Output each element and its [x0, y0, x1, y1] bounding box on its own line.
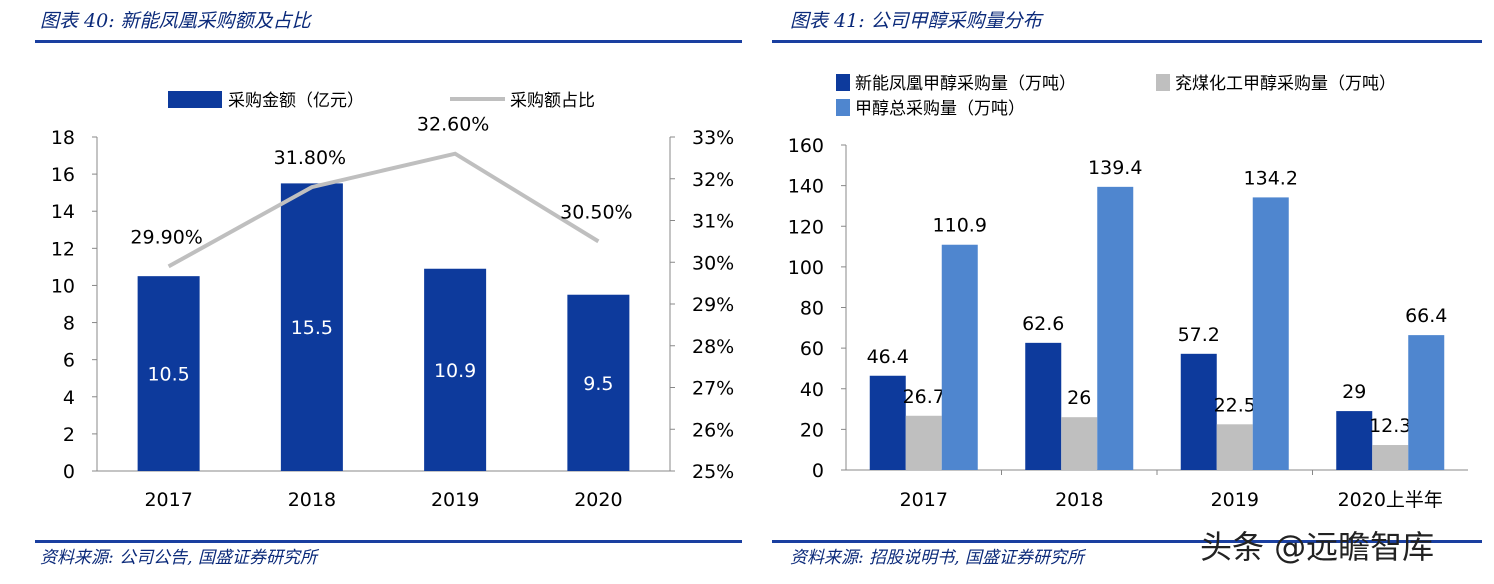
- y-tick-label: 160: [788, 135, 824, 157]
- legend-swatch-total: [836, 99, 850, 116]
- y-tick-label: 16: [51, 164, 75, 186]
- y-tick-label: 14: [51, 201, 75, 223]
- bar: [1372, 445, 1409, 470]
- bar: [567, 294, 630, 471]
- y-tick-label: 8: [63, 313, 75, 335]
- x-tick-label: 2017: [144, 489, 192, 511]
- y-tick-label: 2: [63, 424, 75, 446]
- y2-tick-label: 26%: [692, 419, 734, 441]
- bar-data-label: 110.9: [933, 215, 987, 237]
- bar: [1408, 335, 1445, 470]
- y-tick-label: 100: [788, 257, 824, 279]
- bar: [1061, 417, 1098, 470]
- line-data-label: 30.50%: [560, 201, 632, 223]
- bar: [869, 375, 906, 470]
- y2-tick-label: 29%: [692, 294, 734, 316]
- y-tick-label: 6: [63, 350, 75, 372]
- bar: [1097, 186, 1134, 470]
- y2-tick-label: 28%: [692, 336, 734, 358]
- bar-data-label: 26: [1067, 387, 1091, 409]
- y-tick-label: 10: [51, 275, 75, 297]
- y-tick-label: 0: [63, 461, 75, 483]
- y2-tick-label: 33%: [692, 127, 734, 149]
- legend-swatch-yanmei: [1156, 74, 1170, 91]
- y-tick-label: 40: [800, 379, 824, 401]
- share-line: [167, 151, 600, 269]
- bar: [1025, 342, 1062, 470]
- bar-data-label: 134.2: [1244, 167, 1298, 189]
- title-rule: [772, 40, 1482, 43]
- x-tick-label: 2020上半年: [1338, 489, 1443, 511]
- bar: [137, 276, 200, 471]
- y2-tick-label: 30%: [692, 252, 734, 274]
- chart-panel-methanol-procurement: 图表 41: 公司甲醇采购量分布 新能凤凰甲醇采购量（万吨） 兖煤化工甲醇采购量（…: [760, 0, 1494, 584]
- x-tick-label: 2018: [288, 489, 336, 511]
- bar-data-label: 15.5: [291, 317, 333, 339]
- bar: [905, 415, 942, 470]
- y-tick-label: 80: [800, 298, 824, 320]
- legend-label-yanmei: 兖煤化工甲醇采购量（万吨）: [1175, 74, 1396, 94]
- y-tick-label: 12: [51, 238, 75, 260]
- legend-swatch-xinneng: [836, 74, 850, 91]
- chart-source: 资料来源: 公司公告, 国盛证券研究所: [40, 548, 317, 568]
- bar: [1216, 424, 1253, 470]
- bar-data-label: 29: [1342, 381, 1366, 403]
- chart-title: 图表 40: 新能凤凰采购额及占比: [40, 10, 311, 32]
- x-tick-label: 2017: [900, 489, 948, 511]
- x-tick-label: 2020: [574, 489, 622, 511]
- bar-data-label: 10.5: [147, 364, 189, 386]
- y2-tick-label: 31%: [692, 211, 734, 233]
- source-rule: [772, 540, 1482, 543]
- y-tick-label: 18: [51, 127, 75, 149]
- bar: [280, 183, 343, 471]
- bar-data-label: 22.5: [1214, 394, 1256, 416]
- y2-tick-label: 32%: [692, 169, 734, 191]
- source-rule: [35, 540, 742, 543]
- legend-label-amount: 采购金额（亿元）: [228, 91, 364, 111]
- bar: [424, 268, 487, 471]
- bar-data-label: 12.3: [1369, 415, 1411, 437]
- x-tick-label: 2019: [431, 489, 479, 511]
- chart-source: 资料来源: 招股说明书, 国盛证券研究所: [790, 548, 1084, 568]
- bar: [1252, 197, 1289, 470]
- chart-panel-procurement-amount: 图表 40: 新能凤凰采购额及占比 采购金额（亿元） 采购额占比 0 2 4 6 8 10 12…: [35, 10, 742, 568]
- bar-data-label: 10.9: [434, 360, 476, 382]
- y-tick-label: 20: [800, 419, 824, 441]
- bar: [1336, 411, 1373, 470]
- x-tick-label: 2018: [1055, 489, 1103, 511]
- title-rule: [35, 40, 742, 43]
- line-data-label: 32.60%: [417, 114, 489, 136]
- legend-swatch-amount: [168, 91, 222, 108]
- x-tick-label: 2019: [1211, 489, 1259, 511]
- legend-label-total: 甲醇总采购量（万吨）: [855, 99, 1025, 119]
- bar-data-label: 66.4: [1405, 305, 1447, 327]
- bar: [1180, 353, 1217, 470]
- y-tick-label: 0: [812, 460, 824, 482]
- line-data-label: 31.80%: [274, 147, 346, 169]
- bar: [941, 244, 978, 470]
- legend-label-share: 采购额占比: [510, 91, 595, 111]
- bar-data-label: 26.7: [903, 386, 945, 408]
- bar-data-label: 46.4: [867, 346, 909, 368]
- bar-data-label: 62.6: [1022, 313, 1064, 335]
- y2-tick-label: 27%: [692, 378, 734, 400]
- legend-label-xinneng: 新能凤凰甲醇采购量（万吨）: [855, 74, 1076, 94]
- y2-tick-label: 25%: [692, 461, 734, 483]
- methanol-procurement-chart: 新能凤凰甲醇采购量（万吨） 兖煤化工甲醇采购量（万吨） 甲醇总采购量（万吨） 0 20 4…: [788, 74, 1468, 511]
- y-tick-label: 120: [788, 216, 824, 238]
- y-tick-label: 60: [800, 338, 824, 360]
- y-tick-label: 140: [788, 176, 824, 198]
- procurement-amount-chart: 采购金额（亿元） 采购额占比 0 2 4 6 8 10 12 14 16 18 25% 26% 27% 28%…: [51, 91, 734, 511]
- chart-title: 图表 41: 公司甲醇采购量分布: [790, 10, 1042, 32]
- watermark-text: 头条 @远瞻智库: [1200, 528, 1435, 566]
- bar-data-label: 57.2: [1178, 324, 1220, 346]
- bar-data-label: 9.5: [583, 373, 613, 395]
- bar-data-label: 139.4: [1088, 157, 1142, 179]
- line-data-label: 29.90%: [130, 226, 202, 248]
- y-tick-label: 4: [63, 387, 75, 409]
